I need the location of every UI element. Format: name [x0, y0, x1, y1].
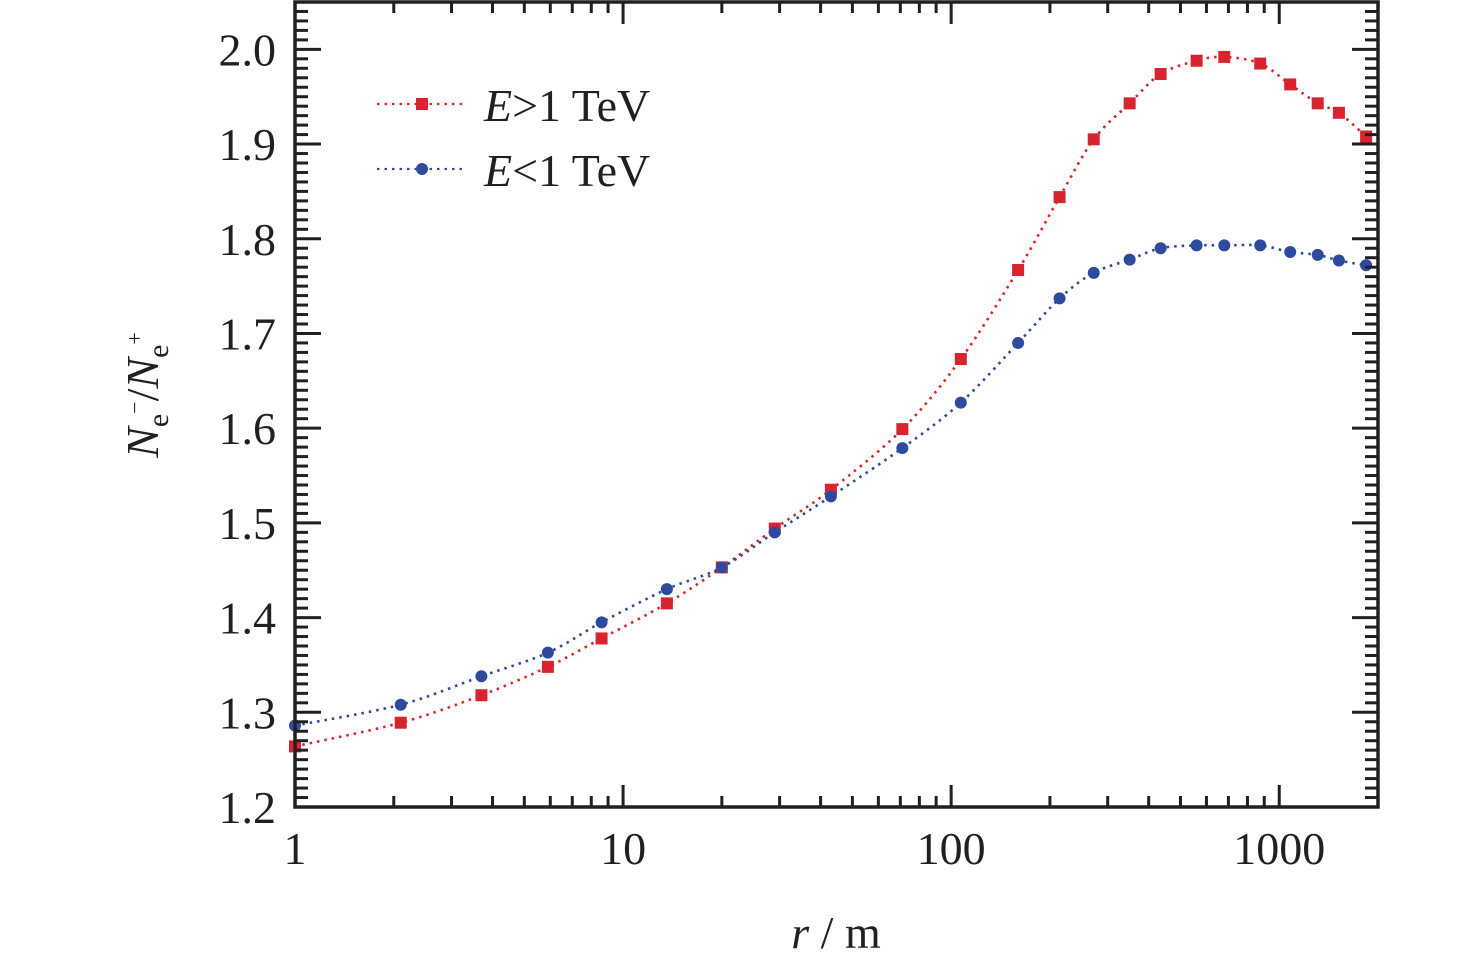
data-point-circle [1311, 248, 1324, 261]
data-point-circle [954, 396, 967, 409]
x-axis-title: r / m [791, 907, 881, 958]
data-point-circle [595, 616, 608, 629]
data-point-circle [1053, 292, 1066, 305]
data-point-circle [715, 561, 728, 574]
data-point-circle [660, 583, 673, 596]
legend-item-low-energy: E<1 TeV [377, 145, 650, 196]
data-point-square [1284, 78, 1297, 91]
series-high-energy [289, 50, 1373, 753]
y-tick-label: 1.9 [219, 119, 277, 170]
data-point-square [475, 689, 488, 702]
y-title-slash: / [117, 388, 168, 401]
legend-item-high-energy: E>1 TeV [377, 80, 650, 131]
data-point-circle [768, 526, 781, 539]
y-tick-label: 1.2 [219, 782, 277, 833]
legend-label-low-energy: E<1 TeV [483, 145, 650, 196]
data-point-circle [1087, 266, 1100, 279]
y-tick-label: 2.0 [219, 24, 277, 75]
data-point-square [1154, 67, 1167, 80]
data-point-square [1360, 130, 1373, 143]
svg-text:Ne−/Ne+: Ne−/Ne+ [117, 332, 175, 459]
y-title-sub1: e [142, 414, 175, 427]
data-point-square [1311, 97, 1324, 110]
data-point-square [541, 660, 554, 673]
plot-frame [293, 0, 1380, 809]
data-point-circle [475, 670, 488, 683]
data-point-circle [1284, 246, 1297, 259]
legend-marker-square [416, 98, 428, 110]
data-point-circle [541, 646, 554, 659]
data-point-circle [1254, 239, 1267, 252]
series-low-energy [289, 239, 1373, 732]
data-point-square [954, 353, 967, 366]
data-point-square [1053, 191, 1066, 204]
x-axis-unit: m [845, 907, 881, 958]
legend-rel: <1 TeV [512, 145, 650, 196]
series-line [294, 243, 1367, 727]
y-tick-label: 1.3 [219, 687, 277, 738]
y-title-sup2: + [122, 332, 147, 344]
legend-label-high-energy: E>1 TeV [483, 80, 650, 131]
x-tick-label: 1000 [1233, 823, 1325, 874]
data-point-circle [824, 490, 837, 503]
y-tick-label: 1.5 [219, 498, 277, 549]
legend-rel: >1 TeV [512, 80, 650, 131]
data-point-square [1087, 133, 1100, 146]
tick-labels: 1 10 100 1000 1.2 1.3 1.4 1.5 1.6 1.7 1.8 1.9 2.0 [219, 24, 1326, 874]
x-tick-label: 10 [600, 823, 646, 874]
y-title-sup1: − [122, 401, 147, 413]
legend-var: E [483, 145, 512, 196]
data-point-square [394, 716, 407, 729]
data-point-square [1332, 106, 1345, 119]
data-point-square [595, 632, 608, 645]
series-line [294, 55, 1367, 748]
x-axis-var: r [791, 907, 810, 958]
y-tick-label: 1.7 [219, 308, 277, 359]
legend: E>1 TeV E<1 TeV [377, 80, 650, 196]
y-tick-label: 1.4 [219, 593, 277, 644]
axes-layer [293, 0, 1380, 809]
data-point-circle [1012, 336, 1025, 349]
y-axis-title: Ne−/Ne+ [117, 332, 175, 459]
y-title-n2: N [117, 356, 168, 390]
data-point-circle [1123, 253, 1136, 266]
data-point-circle [1360, 259, 1373, 272]
y-title-sub2: e [142, 345, 175, 358]
data-point-circle [1190, 239, 1203, 252]
data-point-circle [1218, 239, 1231, 252]
y-title-n1: N [117, 425, 168, 459]
x-axis-sep: / [809, 907, 845, 958]
data-point-square [1123, 97, 1136, 110]
y-tick-label: 1.6 [219, 403, 277, 454]
data-point-square [1254, 57, 1267, 70]
data-point-square [1218, 50, 1231, 63]
x-tick-label: 100 [917, 823, 986, 874]
data-point-circle [394, 698, 407, 711]
data-point-square [660, 597, 673, 610]
series-layer [289, 50, 1373, 753]
legend-marker-circle [416, 163, 428, 175]
data-point-circle [1332, 254, 1345, 267]
legend-var: E [483, 80, 512, 131]
y-tick-label: 1.8 [219, 214, 277, 265]
data-point-square [1012, 264, 1025, 277]
x-tick-label: 1 [284, 823, 307, 874]
data-point-circle [896, 442, 909, 455]
data-point-circle [1154, 242, 1167, 255]
data-point-square [896, 423, 909, 436]
data-point-square [1190, 54, 1203, 67]
